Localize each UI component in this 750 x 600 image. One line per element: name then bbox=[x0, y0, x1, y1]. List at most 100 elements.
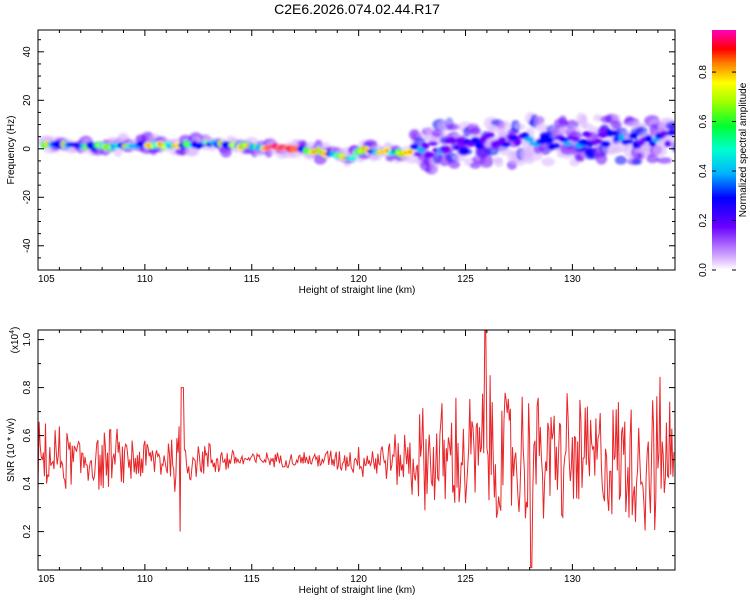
heatmap-x-tick-label: 120 bbox=[350, 274, 367, 285]
heatmap-cell-halo bbox=[565, 119, 580, 129]
heatmap-cell bbox=[502, 141, 511, 148]
heatmap-x-tick-label: 105 bbox=[38, 274, 55, 285]
heatmap-cell-halo bbox=[656, 157, 672, 164]
heatmap-cell bbox=[424, 151, 435, 158]
heatmap-cell bbox=[624, 139, 634, 144]
snr-y-tick-label: 0.6 bbox=[22, 428, 33, 442]
heatmap-cell bbox=[455, 137, 465, 144]
heatmap-cell-halo bbox=[554, 118, 569, 129]
snr-x-ticks: 105 110 115 120 125 130 bbox=[37, 330, 659, 585]
heatmap-cell bbox=[578, 139, 589, 146]
heatmap-cell-halo bbox=[453, 155, 466, 162]
snr-y-tick-label: 1.0 bbox=[22, 332, 33, 346]
snr-y-tick-label: 0.2 bbox=[22, 524, 33, 538]
heatmap-cell-halo bbox=[610, 120, 622, 130]
heatmap-x-ticks: 105 110 115 120 125 130 bbox=[37, 30, 659, 285]
heatmap-cell bbox=[452, 145, 460, 151]
heatmap-cell bbox=[486, 132, 495, 138]
heatmap-cell-halo bbox=[498, 120, 511, 131]
heatmap-x-axis-label: Height of straight line (km) bbox=[299, 285, 416, 296]
snr-y-axis-label: SNR (10 * v/v) bbox=[6, 418, 17, 482]
heatmap-cell bbox=[459, 147, 469, 155]
heatmap-cell-halo bbox=[244, 136, 259, 146]
heatmap-cell-halo bbox=[479, 154, 494, 168]
snr-scale-label: (x104) bbox=[9, 327, 21, 354]
heatmap-y-tick-label: -20 bbox=[22, 190, 33, 205]
heatmap-cell bbox=[594, 138, 603, 144]
snr-y-tick-label: 0.8 bbox=[22, 380, 33, 394]
heatmap-x-tick-label: 125 bbox=[457, 274, 474, 285]
heatmap-cell bbox=[644, 134, 653, 143]
heatmap-cell bbox=[413, 151, 422, 157]
heatmap-cell bbox=[475, 141, 484, 150]
heatmap-cell bbox=[428, 141, 438, 146]
heatmap-cell bbox=[439, 145, 450, 153]
heatmap-cell-halo bbox=[631, 157, 643, 165]
heatmap-cell bbox=[498, 136, 507, 144]
heatmap-cell bbox=[666, 129, 675, 136]
heatmap-y-ticks: 40 20 0 -20 -40 bbox=[22, 39, 675, 259]
snr-y-tick-label: 0.4 bbox=[22, 476, 33, 490]
heatmap-cell-halo bbox=[665, 121, 675, 130]
heatmap-cell bbox=[421, 142, 430, 150]
heatmap-cell-peak bbox=[357, 150, 362, 153]
heatmap-cell bbox=[582, 130, 592, 138]
snr-y-ticks: 1.0 0.8 0.6 0.4 0.2 bbox=[22, 332, 675, 557]
heatmap-cell-halo bbox=[499, 147, 512, 156]
heatmap-frame bbox=[37, 29, 676, 271]
snr-x-tick-label: 130 bbox=[564, 574, 581, 585]
snr-x-tick-label: 110 bbox=[137, 574, 153, 585]
colorbar-label: Normalized spectral amplitude bbox=[738, 82, 749, 217]
heatmap-cell-halo bbox=[446, 123, 460, 131]
heatmap-cell-halo bbox=[583, 123, 594, 130]
heatmap-cell bbox=[628, 132, 638, 140]
heatmap-cell-peak bbox=[384, 149, 389, 152]
colorbar-tick-label: 0.0 bbox=[698, 263, 709, 277]
heatmap-cell bbox=[609, 130, 619, 136]
heatmap-cell bbox=[524, 136, 535, 142]
heatmap-cell-halo bbox=[469, 127, 482, 136]
heatmap-x-tick-label: 115 bbox=[244, 274, 260, 285]
heatmap-cell bbox=[597, 132, 608, 138]
heatmap-cell-halo bbox=[595, 152, 608, 165]
heatmap-panel: 105 110 115 120 125 130 40 20 0 -20 -40 Height of… bbox=[6, 29, 676, 296]
heatmap-cell-halo bbox=[469, 162, 481, 169]
heatmap-cell bbox=[470, 136, 480, 144]
heatmap-cell bbox=[618, 134, 625, 142]
snr-x-tick-label: 125 bbox=[457, 574, 474, 585]
colorbar-tick-label: 0.8 bbox=[698, 65, 709, 79]
heatmap-y-axis-label: Frequency (Hz) bbox=[6, 116, 17, 185]
heatmap-cell-halo bbox=[448, 159, 461, 169]
snr-x-tick-label: 105 bbox=[38, 574, 55, 585]
heatmap-cell-halo bbox=[297, 140, 307, 148]
heatmap-cell-peak bbox=[407, 150, 412, 154]
heatmap-cell bbox=[571, 136, 580, 142]
snr-x-tick-label: 120 bbox=[350, 574, 367, 585]
heatmap-cell bbox=[513, 138, 522, 146]
chart-title: C2E6.2026.074.02.44.R17 bbox=[274, 1, 440, 17]
heatmap-cell-halo bbox=[541, 157, 555, 167]
heatmap-cell-halo bbox=[487, 124, 500, 133]
heatmap-cell bbox=[409, 144, 418, 150]
snr-x-axis-label: Height of straight line (km) bbox=[299, 585, 416, 596]
heatmap-cell bbox=[551, 142, 561, 149]
snr-x-tick-label: 115 bbox=[244, 574, 260, 585]
heatmap-cell bbox=[664, 140, 672, 148]
heatmap-cell-halo bbox=[533, 123, 550, 132]
heatmap-cell-halo bbox=[614, 155, 627, 165]
snr-series-line bbox=[38, 330, 675, 569]
heatmap-x-tick-label: 110 bbox=[137, 274, 153, 285]
heatmap-y-tick-label: 40 bbox=[22, 46, 33, 58]
heatmap-x-tick-label: 130 bbox=[564, 274, 581, 285]
heatmap-cell bbox=[563, 141, 573, 147]
colorbar-tick-label: 0.6 bbox=[698, 114, 709, 128]
heatmap-cell-halo bbox=[494, 157, 504, 168]
heatmap-cell bbox=[637, 140, 645, 146]
heatmap-cell-halo bbox=[510, 120, 521, 133]
heatmap-cell-peak bbox=[157, 142, 162, 146]
heatmap-y-tick-label: 0 bbox=[22, 146, 33, 152]
heatmap-cell bbox=[659, 130, 669, 137]
heatmap-cell bbox=[648, 140, 657, 147]
heatmap-cell-peak bbox=[361, 146, 366, 150]
